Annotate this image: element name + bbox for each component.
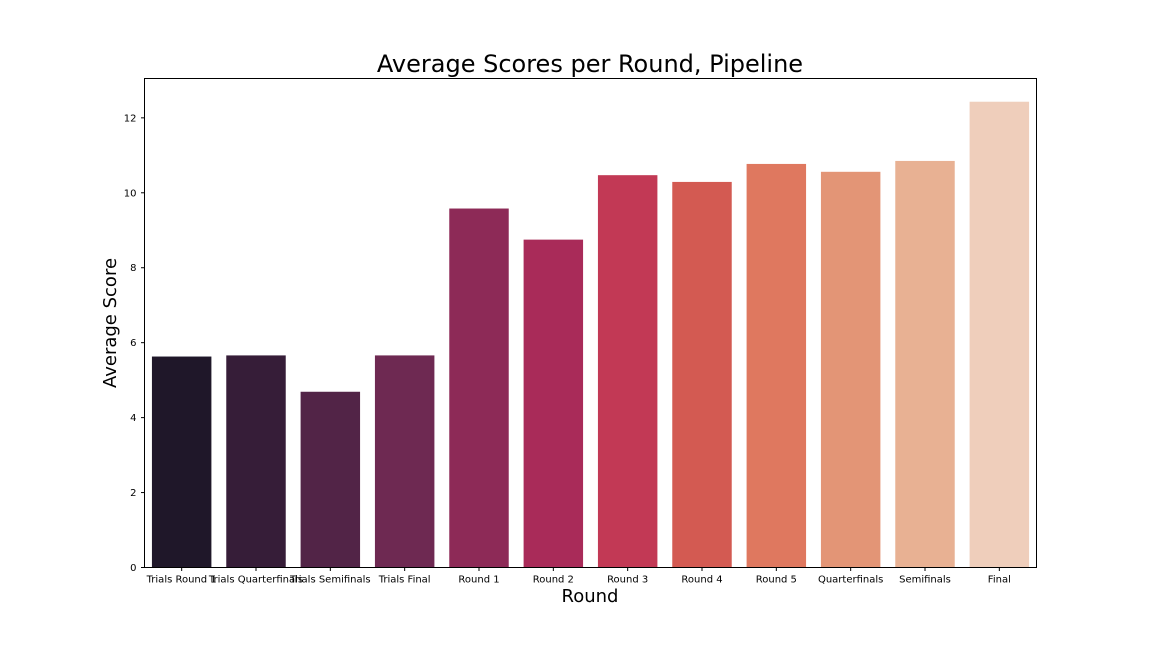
- bar: [151, 356, 212, 568]
- bar: [374, 355, 435, 568]
- x-tick-label: Quarterfinals: [818, 575, 883, 586]
- bar: [895, 160, 955, 568]
- y-tick-label: 6: [130, 338, 136, 349]
- x-tick-label: Round 5: [756, 575, 797, 586]
- x-tick-label: Final: [988, 575, 1011, 586]
- bar: [969, 101, 1030, 568]
- bar: [300, 391, 361, 568]
- chart-title: Average Scores per Round, Pipeline: [377, 50, 803, 78]
- x-tick-label: Trials Round 1: [146, 575, 217, 586]
- y-tick-label: 10: [124, 188, 137, 199]
- y-tick-label: 8: [130, 263, 136, 274]
- bar: [820, 171, 881, 568]
- bar: [523, 239, 584, 568]
- bar: [597, 175, 658, 568]
- bars-group: [151, 101, 1030, 568]
- x-tick-label: Trials Final: [378, 575, 431, 586]
- y-axis-label: Average Score: [100, 258, 121, 388]
- y-tick-label: 0: [130, 563, 136, 574]
- x-tick-label: Round 4: [681, 575, 722, 586]
- x-tick-label: Round 2: [533, 575, 574, 586]
- x-axis-label: Round: [562, 586, 619, 607]
- x-tick-label: Trials Quarterfinals: [208, 575, 303, 586]
- x-tick-label: Round 3: [607, 575, 648, 586]
- y-tick-label: 12: [124, 113, 137, 124]
- plot-frame: [144, 78, 1037, 568]
- bar: [449, 208, 509, 568]
- bar: [746, 163, 807, 568]
- x-tick-label: Semifinals: [899, 575, 951, 586]
- y-tick-label: 2: [130, 488, 136, 499]
- bar: [672, 181, 732, 568]
- x-tick-label: Round 1: [458, 575, 499, 586]
- y-axis-ticks: 0 2 4 6 8 10 12: [124, 113, 145, 574]
- bar: [226, 355, 286, 568]
- x-tick-label: Trials Semifinals: [289, 575, 371, 586]
- y-tick-label: 4: [130, 413, 136, 424]
